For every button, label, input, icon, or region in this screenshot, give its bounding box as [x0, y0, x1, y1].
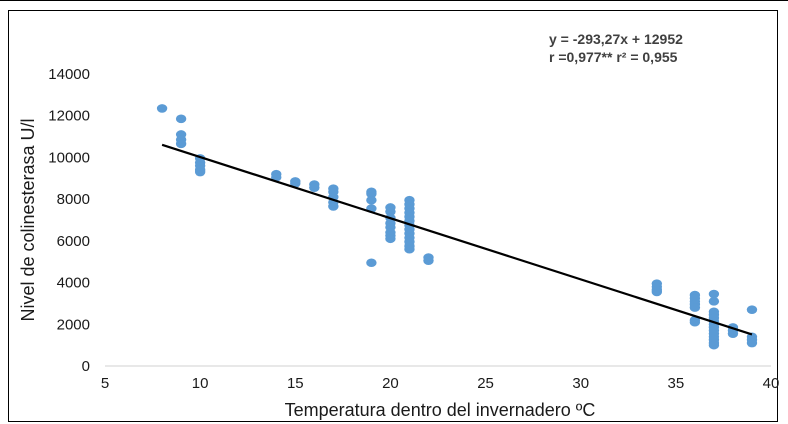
data-point-0-57 — [689, 303, 701, 312]
x-tick-label-1: 10 — [192, 375, 209, 392]
x-tick-labels: 5 10 15 20 25 30 35 40 — [101, 375, 780, 392]
x-tick-label-3: 20 — [382, 375, 399, 392]
data-point-0-73 — [708, 340, 720, 350]
data-point-0-27 — [385, 207, 396, 216]
y-tick-label-0: 0 — [82, 358, 90, 375]
data-point-0-9 — [194, 167, 206, 177]
y-tick-label-5: 10000 — [48, 149, 90, 166]
top-border-line — [0, 0, 788, 1]
y-tick-label-2: 4000 — [57, 275, 90, 292]
y-tick-label-4: 8000 — [57, 191, 90, 208]
data-point-0-59 — [689, 317, 701, 327]
y-tick-labels: 0 2000 4000 6000 8000 10000 12000 14000 — [48, 66, 90, 375]
trendline-layer — [161, 143, 753, 336]
data-point-0-0 — [156, 104, 168, 113]
y-tick-label-3: 6000 — [57, 233, 90, 250]
data-point-0-60 — [708, 289, 720, 299]
data-points — [156, 104, 758, 350]
trendline — [161, 143, 753, 336]
y-tick-label-7: 14000 — [48, 66, 90, 83]
x-tick-label-5: 30 — [572, 375, 589, 392]
y-tick-label-6: 12000 — [48, 108, 90, 125]
data-point-0-48 — [423, 256, 434, 265]
data-point-0-20 — [328, 202, 339, 211]
x-tick-label-4: 25 — [477, 375, 494, 392]
x-tick-label-0: 5 — [101, 375, 109, 392]
y-axis-title: Nivel de colinesterasa U/l — [18, 118, 38, 321]
chart-frame — [8, 10, 778, 422]
data-point-0-76 — [727, 329, 739, 338]
data-point-0-22 — [366, 189, 377, 199]
data-point-0-33 — [385, 234, 396, 244]
data-point-0-46 — [404, 244, 415, 254]
data-point-0-23 — [366, 195, 377, 205]
data-point-0-77 — [746, 305, 758, 314]
data-point-0-52 — [651, 287, 663, 297]
data-point-0-11 — [271, 172, 282, 182]
y-tick-label-1: 2000 — [57, 316, 90, 333]
data-point-0-25 — [366, 258, 377, 268]
data-point-0-61 — [708, 297, 720, 306]
correlation-annotation: r =0,977** r² = 0,955 — [549, 49, 678, 65]
data-point-0-1 — [175, 114, 187, 124]
data-point-0-4 — [175, 139, 187, 149]
data-point-0-80 — [746, 338, 758, 348]
data-point-0-15 — [309, 183, 320, 192]
regression-equation: y = -293,27x + 12952 — [549, 31, 683, 47]
x-tick-label-7: 40 — [763, 375, 780, 392]
x-tick-label-6: 35 — [668, 375, 685, 392]
x-axis-title: Temperatura dentro del invernadero ºC — [285, 400, 596, 420]
x-tick-label-2: 15 — [287, 375, 304, 392]
